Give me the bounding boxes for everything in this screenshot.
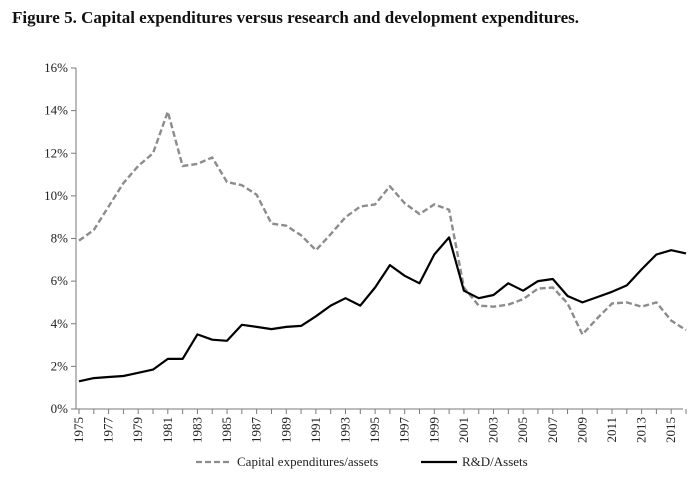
legend-item-capital-expenditures: Capital expenditures/assets: [196, 454, 378, 469]
x-tick-label: 1993: [337, 417, 352, 443]
x-axis-ticks: 1975 1977 1979 1981 1983 1985 1987 1989 1991 1993…: [71, 409, 687, 444]
y-axis-ticks: 0% 2% 4% 6% 8% 10% 12% 14% 16%: [44, 60, 76, 416]
legend-label: R&D/Assets: [462, 454, 528, 469]
x-tick-label: 2013: [634, 417, 649, 443]
x-tick-label: 1997: [397, 417, 412, 444]
chart-series: [78, 110, 687, 383]
y-tick-label: 8%: [51, 231, 69, 246]
x-tick-label: 1979: [130, 417, 145, 443]
y-tick-label: 2%: [51, 358, 69, 373]
x-tick-label: 1999: [426, 417, 441, 443]
y-tick-label: 10%: [44, 188, 68, 203]
x-tick-label: 1985: [219, 417, 234, 443]
x-tick-label: 2003: [486, 417, 501, 443]
y-tick-label: 12%: [44, 145, 68, 160]
x-tick-label: 1983: [189, 417, 204, 443]
x-tick-label: 2007: [545, 417, 560, 444]
x-tick-label: 2015: [663, 417, 678, 443]
chart-axes: [75, 68, 683, 410]
x-tick-label: 1989: [278, 417, 293, 443]
y-tick-label: 14%: [44, 103, 68, 118]
x-tick-label: 1981: [160, 417, 175, 443]
x-tick-label: 2005: [515, 417, 530, 443]
legend-item-rd: R&D/Assets: [421, 454, 528, 469]
chart-legend: Capital expenditures/assets R&D/Assets: [196, 454, 528, 469]
y-tick-label: 0%: [51, 401, 69, 416]
y-tick-label: 4%: [51, 316, 69, 331]
x-tick-label: 2001: [456, 417, 471, 443]
figure-title: Figure 5. Capital expenditures versus re…: [12, 8, 579, 27]
x-tick-label: 1975: [71, 417, 86, 443]
legend-label: Capital expenditures/assets: [237, 454, 378, 469]
x-tick-label: 1977: [101, 417, 116, 444]
y-tick-label: 16%: [44, 60, 68, 75]
x-tick-label: 2011: [604, 417, 619, 443]
series-line-capital-expenditures: [78, 110, 687, 336]
y-tick-label: 6%: [51, 273, 69, 288]
x-tick-label: 1995: [367, 417, 382, 443]
x-tick-label: 1991: [308, 417, 323, 443]
series-line-rd: [78, 236, 687, 383]
x-tick-label: 1987: [249, 417, 264, 444]
x-tick-label: 2009: [574, 417, 589, 443]
